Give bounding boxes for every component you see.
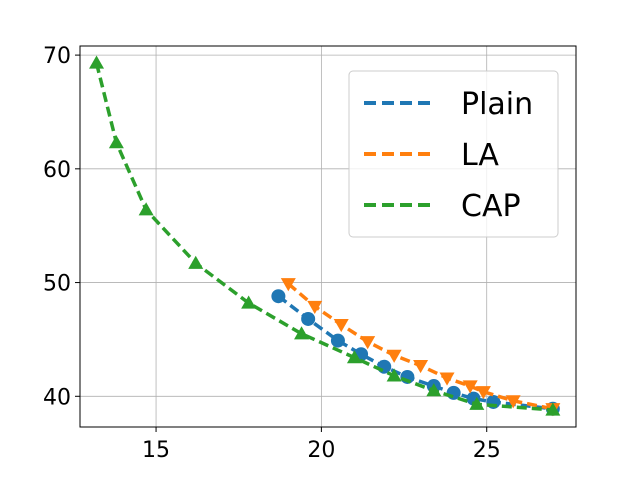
legend-entry-cap: CAP <box>364 189 521 224</box>
legend-label: CAP <box>461 189 521 224</box>
legend: Plain LA CAP <box>348 70 559 238</box>
data-point <box>333 319 349 333</box>
axes-frame <box>79 45 577 428</box>
tick-labels: 15 20 25 40 50 60 70 <box>43 44 501 463</box>
y-tick-label: 40 <box>43 385 71 410</box>
legend-box <box>348 70 559 238</box>
series-cap <box>89 55 561 416</box>
data-point <box>301 311 316 326</box>
data-point <box>545 402 561 416</box>
data-point <box>294 326 310 340</box>
data-point <box>386 368 402 382</box>
data-point <box>307 300 323 314</box>
data-point <box>413 359 429 374</box>
series-line <box>94 62 554 412</box>
data-point <box>426 383 442 397</box>
data-point <box>89 55 105 69</box>
data-point <box>346 350 362 364</box>
data-point <box>386 349 402 363</box>
legend-label: Plain <box>461 87 533 122</box>
data-point <box>108 135 124 149</box>
data-point <box>271 289 286 304</box>
series-group <box>89 55 561 417</box>
legend-entry-plain: Plain <box>364 87 533 122</box>
data-point <box>469 396 485 410</box>
legend-entry-la: LA <box>364 138 499 173</box>
data-point <box>439 372 455 386</box>
data-point <box>280 278 296 292</box>
data-point <box>475 386 491 400</box>
x-tick-label: 25 <box>473 438 501 463</box>
data-point <box>505 395 521 409</box>
y-tick-label: 70 <box>43 44 71 69</box>
data-point <box>241 295 257 309</box>
series-la <box>280 278 561 417</box>
data-point <box>330 333 345 348</box>
tick-marks <box>75 54 488 432</box>
data-point <box>188 255 204 269</box>
data-point <box>360 336 376 350</box>
legend-label: LA <box>461 138 499 173</box>
y-tick-label: 50 <box>43 272 71 297</box>
x-tick-label: 15 <box>142 438 170 463</box>
y-tick-label: 60 <box>43 158 71 183</box>
data-point <box>138 202 154 216</box>
data-point <box>462 380 478 394</box>
x-tick-label: 20 <box>307 438 335 463</box>
